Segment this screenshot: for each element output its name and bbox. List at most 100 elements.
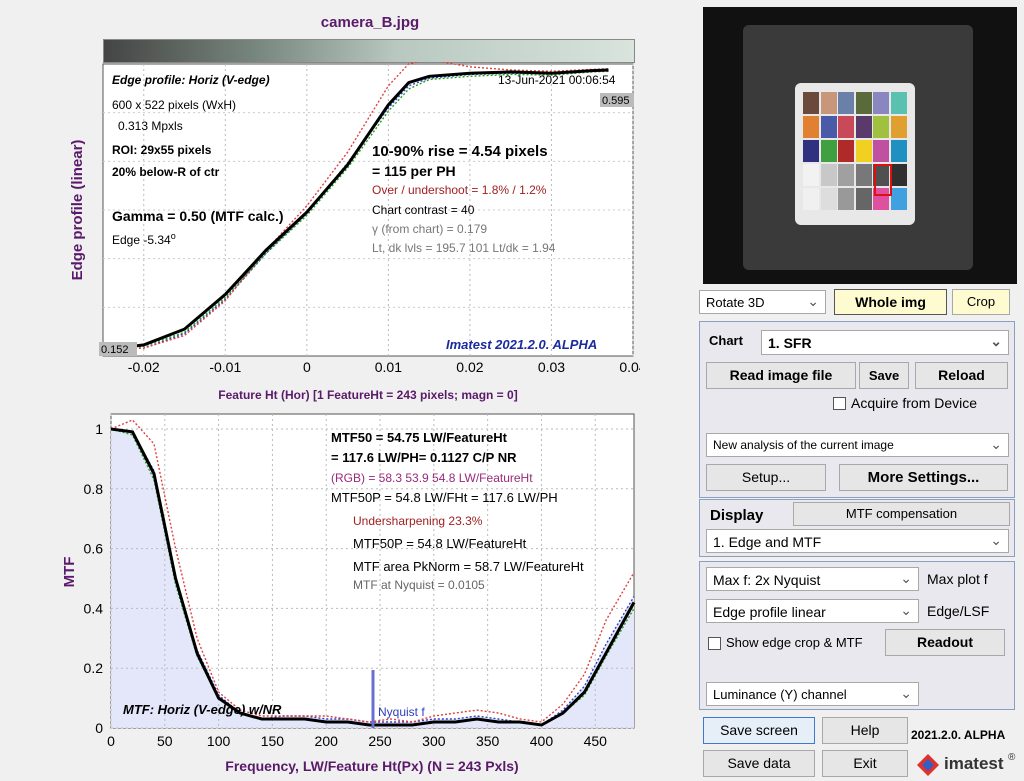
color-patch <box>873 140 889 162</box>
channel-value: Luminance (Y) channel <box>713 687 847 702</box>
edge-mpxls: 0.313 Mpxls <box>118 119 183 133</box>
edge-xtick-label: 0 <box>303 359 311 375</box>
reload-button[interactable]: Reload <box>915 362 1008 389</box>
color-patch <box>803 116 819 138</box>
read-image-file-button[interactable]: Read image file <box>706 362 856 389</box>
chevron-down-icon: ⌄ <box>990 333 1002 349</box>
edge-xtick-label: -0.01 <box>209 359 241 375</box>
figure-title: camera_B.jpg <box>320 14 420 31</box>
save-button[interactable]: Save <box>859 362 909 389</box>
mtf-ticks: 0 50 100 150 200 250 300 350 400 450 0 0.2 0.4 0.6 0.8… <box>84 421 608 749</box>
display-label: Display <box>710 507 764 524</box>
mtf-ytick-label: 1 <box>95 421 103 437</box>
color-patch <box>873 188 889 210</box>
display-select[interactable]: 1. Edge and MTF ⌄ <box>706 529 1009 553</box>
color-patch <box>803 164 819 186</box>
image-thumbnail[interactable] <box>703 7 1017 284</box>
chevron-down-icon: ⌄ <box>900 602 912 618</box>
mtf50-ph: = 117.6 LW/PH= 0.1127 C/P NR <box>331 450 517 465</box>
edge-series-line <box>102 62 609 351</box>
edge-roi-pos: 20% below-R of ctr <box>112 165 220 179</box>
whole-img-button[interactable]: Whole img <box>834 289 947 315</box>
mtf-xtick-label: 300 <box>422 733 446 749</box>
exit-button[interactable]: Exit <box>822 750 908 777</box>
show-crop-checkbox[interactable] <box>708 637 721 650</box>
mtf-rgb: (RGB) = 58.3 53.9 54.8 LW/FeatureHt <box>331 471 533 485</box>
color-patch <box>838 188 854 210</box>
mtf-heading: MTF: Horiz (V-edge) w/NR <box>123 702 282 717</box>
mtf-xtick-label: 0 <box>107 733 115 749</box>
color-patch <box>890 116 907 138</box>
edge-hi-value: 0.595 <box>602 95 630 107</box>
mtf-compensation-button[interactable]: MTF compensation <box>793 502 1010 526</box>
save-data-button[interactable]: Save data <box>703 750 815 777</box>
rotate-3d-select[interactable]: Rotate 3D ⌄ <box>699 290 826 314</box>
mtf-fill <box>111 429 634 728</box>
edge-contrast: Chart contrast = 40 <box>372 203 475 217</box>
edge-rise: 10-90% rise = 4.54 pixels <box>372 143 548 160</box>
color-patch <box>803 92 819 114</box>
edge-timestamp: 13-Jun-2021 00:06:54 <box>498 73 616 87</box>
edge-ylabel: Edge profile (linear) <box>69 140 86 281</box>
max-f-select[interactable]: Max f: 2x Nyquist ⌄ <box>706 567 919 591</box>
more-settings-button[interactable]: More Settings... <box>839 464 1008 491</box>
edge-lsf-label: Edge/LSF <box>927 603 990 619</box>
setup-button[interactable]: Setup... <box>706 464 826 491</box>
readout-button[interactable]: Readout <box>885 629 1005 656</box>
chevron-down-icon: ⌄ <box>990 436 1002 452</box>
chevron-down-icon: ⌄ <box>900 570 912 586</box>
color-patch <box>855 92 872 114</box>
show-crop-label: Show edge crop & MTF <box>726 635 863 650</box>
edge-profile-select[interactable]: Edge profile linear ⌄ <box>706 599 919 623</box>
roi-marker <box>874 164 892 196</box>
imatest-logo: imatest ® <box>916 752 1022 778</box>
edge-xtick-label: -0.02 <box>128 359 160 375</box>
color-patch <box>890 140 907 162</box>
mtf-ytick-label: 0.8 <box>84 481 104 497</box>
edge-size: 600 x 522 pixels (WxH) <box>112 98 236 112</box>
version-label: 2021.2.0. ALPHA <box>911 728 1006 742</box>
analysis-select[interactable]: New analysis of the current image ⌄ <box>706 433 1009 457</box>
mtf-xtick-label: 50 <box>157 733 173 749</box>
mtf-xtick-label: 100 <box>207 733 231 749</box>
mtf-ytick-label: 0.6 <box>84 541 104 557</box>
mtf-area: MTF area PkNorm = 58.7 LW/FeatureHt <box>353 559 584 574</box>
edge-angle: Edge -5.34o <box>112 231 176 247</box>
color-patch <box>890 164 907 186</box>
mtf-xlabel: Frequency, LW/Feature Ht(Px) (N = 243 Px… <box>225 758 518 774</box>
mtf-ylabel: MTF <box>61 557 78 588</box>
edge-lines <box>102 62 609 352</box>
color-patch <box>873 164 889 186</box>
color-patch <box>890 92 907 114</box>
edge-gamma: Gamma = 0.50 (MTF calc.) <box>112 208 284 224</box>
chart-value: 1. SFR <box>768 335 812 351</box>
mtf-chart: 0 50 100 150 200 250 300 350 400 450 0 0.2 0.4 0.6 0.8… <box>61 413 636 774</box>
logo-text: imatest <box>944 754 1004 773</box>
acquire-checkbox[interactable] <box>833 397 846 410</box>
chevron-down-icon: ⌄ <box>807 293 819 309</box>
crop-button[interactable]: Crop <box>952 289 1010 315</box>
edge-hi-badge <box>600 93 634 107</box>
edge-brand: Imatest 2021.2.0. ALPHA <box>446 337 597 352</box>
edge-xtick-label: 0.02 <box>456 359 483 375</box>
help-button[interactable]: Help <box>822 717 908 744</box>
color-patch <box>838 92 854 114</box>
logo-reg: ® <box>1008 752 1016 763</box>
channel-select[interactable]: Luminance (Y) channel ⌄ <box>706 682 919 706</box>
color-patch <box>855 116 872 138</box>
edge-heading: Edge profile: Horiz (V-edge) <box>112 73 270 87</box>
color-patch <box>855 188 872 210</box>
mtf-xtick-label: 150 <box>261 733 285 749</box>
save-screen-button[interactable]: Save screen <box>703 717 815 744</box>
color-patch <box>820 164 837 186</box>
edge-profile-chart: -0.02 -0.01 0 0.01 0.02 0.03 0.04 Edge profile… <box>69 62 640 402</box>
color-patch <box>855 164 872 186</box>
color-patch <box>803 188 819 210</box>
mtf-xtick-label: 400 <box>530 733 554 749</box>
color-patch <box>803 140 819 162</box>
mtf-undersharp: Undersharpening 23.3% <box>353 514 483 528</box>
mtf-xtick-label: 350 <box>476 733 500 749</box>
edge-lo-value: 0.152 <box>101 344 129 356</box>
gradient-strip <box>103 39 635 63</box>
chart-select[interactable]: 1. SFR ⌄ <box>761 330 1009 355</box>
